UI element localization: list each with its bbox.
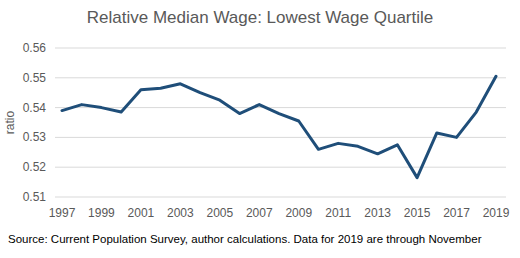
x-tick-label: 2011 bbox=[325, 206, 351, 220]
x-tick-label: 2013 bbox=[364, 206, 391, 220]
grid-line bbox=[55, 107, 506, 108]
y-tick-label: 0.54 bbox=[23, 101, 47, 115]
chart-container: Relative Median Wage: Lowest Wage Quarti… bbox=[0, 0, 520, 258]
grid-line bbox=[55, 167, 506, 168]
grid-line bbox=[55, 137, 506, 138]
plot-area bbox=[62, 76, 496, 177]
x-tick-label: 2019 bbox=[483, 206, 510, 220]
y-tick-label: 0.52 bbox=[23, 160, 47, 174]
chart-title: Relative Median Wage: Lowest Wage Quarti… bbox=[87, 8, 433, 27]
x-tick-label: 2009 bbox=[285, 206, 312, 220]
x-tick-label: 1997 bbox=[49, 206, 76, 220]
grid-line bbox=[55, 197, 506, 198]
x-tick-label: 2017 bbox=[443, 206, 470, 220]
y-tick-label: 0.51 bbox=[23, 190, 47, 204]
source-note: Source: Current Population Survey, autho… bbox=[8, 233, 482, 245]
x-tick-label: 2015 bbox=[404, 206, 431, 220]
x-tick-label: 2003 bbox=[167, 206, 194, 220]
y-tick-label: 0.55 bbox=[23, 71, 47, 85]
y-tick-label: 0.53 bbox=[23, 130, 47, 144]
x-tick-label: 1999 bbox=[88, 206, 115, 220]
grid-line bbox=[55, 48, 506, 49]
data-line bbox=[62, 76, 496, 177]
x-tick-label: 2001 bbox=[128, 206, 155, 220]
y-tick-label: 0.56 bbox=[23, 41, 47, 55]
chart-svg: Relative Median Wage: Lowest Wage Quarti… bbox=[0, 0, 520, 258]
y-axis-label: ratio bbox=[3, 111, 17, 135]
grid-line bbox=[55, 77, 506, 78]
x-tick-label: 2005 bbox=[206, 206, 233, 220]
x-tick-label: 2007 bbox=[246, 206, 273, 220]
